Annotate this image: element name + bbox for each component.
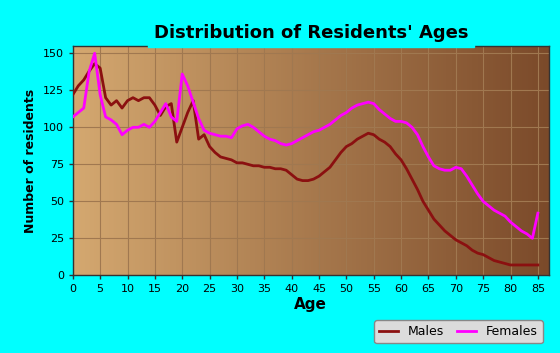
Title: Distribution of Residents' Ages: Distribution of Residents' Ages (153, 24, 468, 42)
Legend: Males, Females: Males, Females (375, 320, 543, 343)
X-axis label: Age: Age (295, 297, 327, 312)
Y-axis label: Number of residents: Number of residents (24, 89, 37, 233)
